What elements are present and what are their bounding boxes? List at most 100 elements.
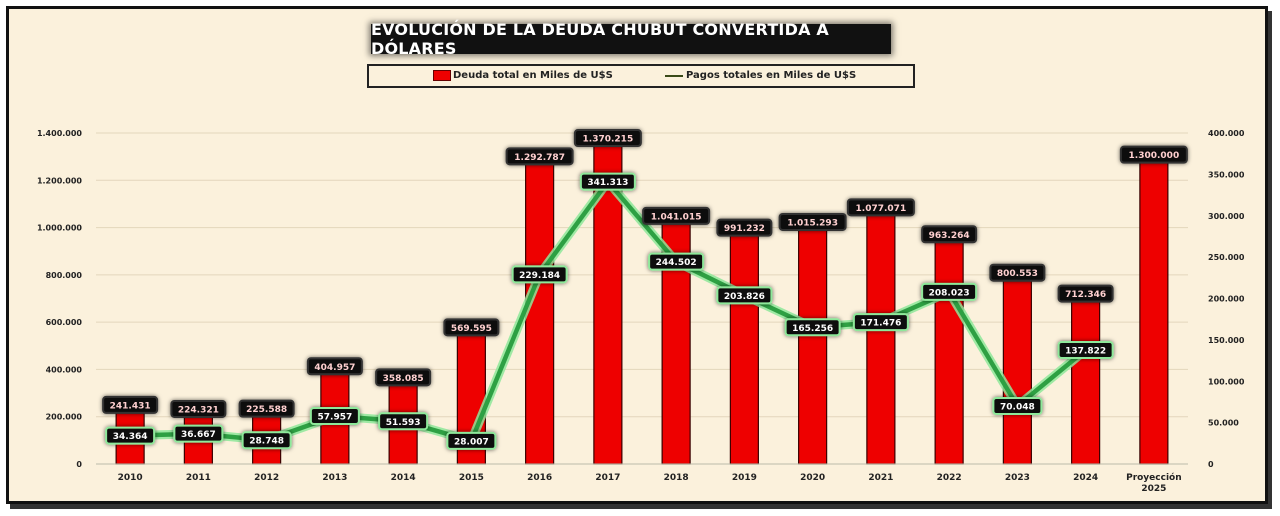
y-right-tick-label: 350.000: [1208, 170, 1245, 179]
x-tick-label: 2016: [527, 473, 552, 483]
line-value-label: 208.023: [929, 288, 970, 298]
bar-deuda: [1071, 294, 1101, 465]
x-tick-label: 2020: [800, 473, 825, 483]
y-left-tick-label: 200.000: [46, 413, 83, 422]
line-value-label-box: [105, 426, 156, 445]
legend-item-pagos: Pagos totales en Miles de U$S: [665, 70, 856, 81]
line-value-label: 36.667: [181, 430, 216, 440]
line-value-label-box: [579, 172, 636, 191]
line-value-label-box: [784, 318, 841, 337]
x-tick-label: 2022: [937, 473, 962, 483]
bar-value-label-box: [306, 357, 363, 376]
y-right-tick-label: 250.000: [1208, 253, 1245, 262]
bar-deuda: [1002, 274, 1032, 465]
bar-value-label: 991.232: [724, 224, 765, 234]
y-left-tick-label: 0: [76, 460, 82, 469]
x-tick-label: 2017: [595, 473, 620, 483]
line-value-label: 165.256: [792, 324, 833, 334]
y-left-tick-label: 1.200.000: [37, 176, 82, 185]
line-value-label: 57.957: [318, 413, 353, 423]
line-value-label: 70.048: [1000, 403, 1035, 413]
bar-value-label: 1.041.015: [651, 212, 702, 222]
x-tick-label: 2014: [391, 473, 416, 483]
bar-value-label-box: [716, 218, 773, 237]
bar-value-label-box: [1057, 284, 1114, 303]
line-value-label-box: [173, 424, 224, 443]
line-value-label: 137.822: [1065, 346, 1106, 356]
bar-deuda: [798, 223, 828, 465]
x-tick-label: 2010: [118, 473, 143, 483]
x-tick-label: 2012: [254, 473, 279, 483]
bar-value-label: 963.264: [929, 231, 970, 241]
bar-deuda: [866, 208, 896, 465]
chart-frame: [6, 6, 1268, 504]
line-value-label-box: [511, 265, 568, 284]
line-value-label: 28.748: [249, 437, 284, 447]
x-tick-label: 2018: [664, 473, 689, 483]
x-tick-label: 2023: [1005, 473, 1030, 483]
y-right-tick-label: 100.000: [1208, 377, 1245, 386]
x-tick-label: 2011: [186, 473, 211, 483]
bar-value-label-box: [846, 198, 915, 217]
x-tick-label: 2019: [732, 473, 757, 483]
legend-label-deuda: Deuda total en Miles de U$S: [453, 70, 613, 81]
y-right-tick-label: 300.000: [1208, 212, 1245, 221]
bar-value-label-box: [921, 225, 978, 244]
bar-value-label: 404.957: [314, 363, 355, 373]
y-left-tick-label: 1.400.000: [37, 129, 82, 138]
bar-value-label: 712.346: [1065, 290, 1106, 300]
legend-item-deuda: Deuda total en Miles de U$S: [433, 70, 613, 81]
y-left-tick-label: 600.000: [46, 318, 83, 327]
line-value-label-box: [852, 313, 909, 332]
line-value-label: 171.476: [860, 319, 901, 329]
bar-value-label: 1.292.787: [514, 153, 565, 163]
bar-value-label-box: [170, 399, 227, 418]
x-tick-label: Proyección: [1126, 472, 1182, 483]
line-value-label: 229.184: [519, 271, 560, 281]
bar-value-label: 1.077.071: [856, 204, 907, 214]
legend-swatch-line: [665, 74, 683, 77]
line-value-label-box: [716, 286, 773, 305]
y-left-tick-label: 1.000.000: [37, 224, 82, 233]
line-value-label-box: [1057, 340, 1114, 359]
line-value-label-box: [241, 431, 292, 450]
bar-value-label: 800.553: [997, 269, 1038, 279]
bar-value-label: 241.431: [110, 401, 151, 411]
bar-deuda: [934, 235, 964, 465]
line-value-label: 51.593: [386, 418, 421, 428]
bar-value-label-box: [443, 318, 500, 337]
bar-deuda: [1139, 156, 1169, 465]
bar-deuda: [729, 229, 759, 465]
line-value-label: 28.007: [454, 437, 489, 447]
y-right-tick-label: 200.000: [1208, 295, 1245, 304]
line-value-label-box: [648, 252, 705, 271]
bar-value-label: 225.588: [246, 405, 287, 415]
chart-title: EVOLUCIÓN DE LA DEUDA CHUBUT CONVERTIDA …: [371, 20, 891, 58]
chart-legend: Deuda total en Miles de U$S Pagos totale…: [367, 64, 915, 88]
bar-value-label-box: [238, 399, 295, 418]
x-tick-label: 2013: [322, 473, 347, 483]
bar-value-label: 569.595: [451, 324, 492, 334]
legend-label-pagos: Pagos totales en Miles de U$S: [686, 70, 857, 81]
bar-value-label-box: [1119, 145, 1188, 164]
bar-value-label: 1.300.000: [1129, 151, 1180, 161]
y-right-tick-label: 0: [1208, 460, 1214, 469]
bar-value-label-box: [505, 147, 574, 166]
line-value-label-box: [446, 431, 497, 450]
x-tick-label: 2024: [1073, 473, 1098, 483]
line-value-label: 34.364: [113, 432, 148, 442]
line-value-label-box: [921, 282, 978, 301]
legend-swatch-bar: [433, 70, 451, 81]
y-left-tick-label: 800.000: [46, 271, 83, 280]
line-value-label-box: [992, 397, 1043, 416]
line-value-label: 244.502: [656, 258, 697, 268]
y-left-tick-label: 400.000: [46, 365, 83, 374]
bar-value-label-box: [375, 368, 432, 387]
bar-value-label-box: [573, 129, 642, 148]
line-value-label: 341.313: [587, 178, 628, 188]
x-tick-label: 2015: [459, 473, 484, 483]
bar-deuda: [525, 157, 555, 465]
bar-value-label-box: [642, 206, 711, 225]
line-value-label: 203.826: [724, 292, 765, 302]
